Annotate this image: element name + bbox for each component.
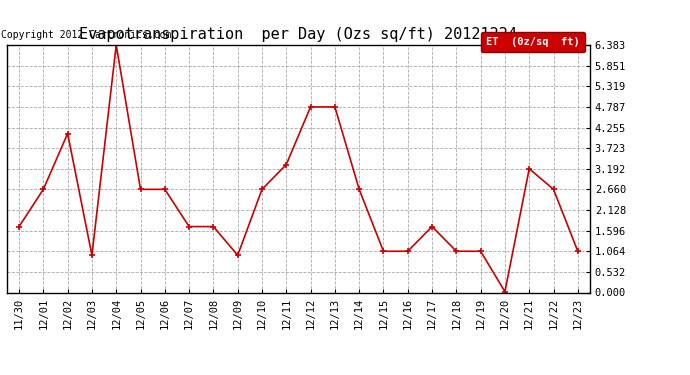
Text: Copyright 2012 Cartronics.com: Copyright 2012 Cartronics.com (1, 30, 171, 40)
Legend: ET  (0z/sq  ft): ET (0z/sq ft) (480, 32, 584, 52)
Title: Evapotranspiration  per Day (Ozs sq/ft) 20121224: Evapotranspiration per Day (Ozs sq/ft) 2… (79, 27, 518, 42)
